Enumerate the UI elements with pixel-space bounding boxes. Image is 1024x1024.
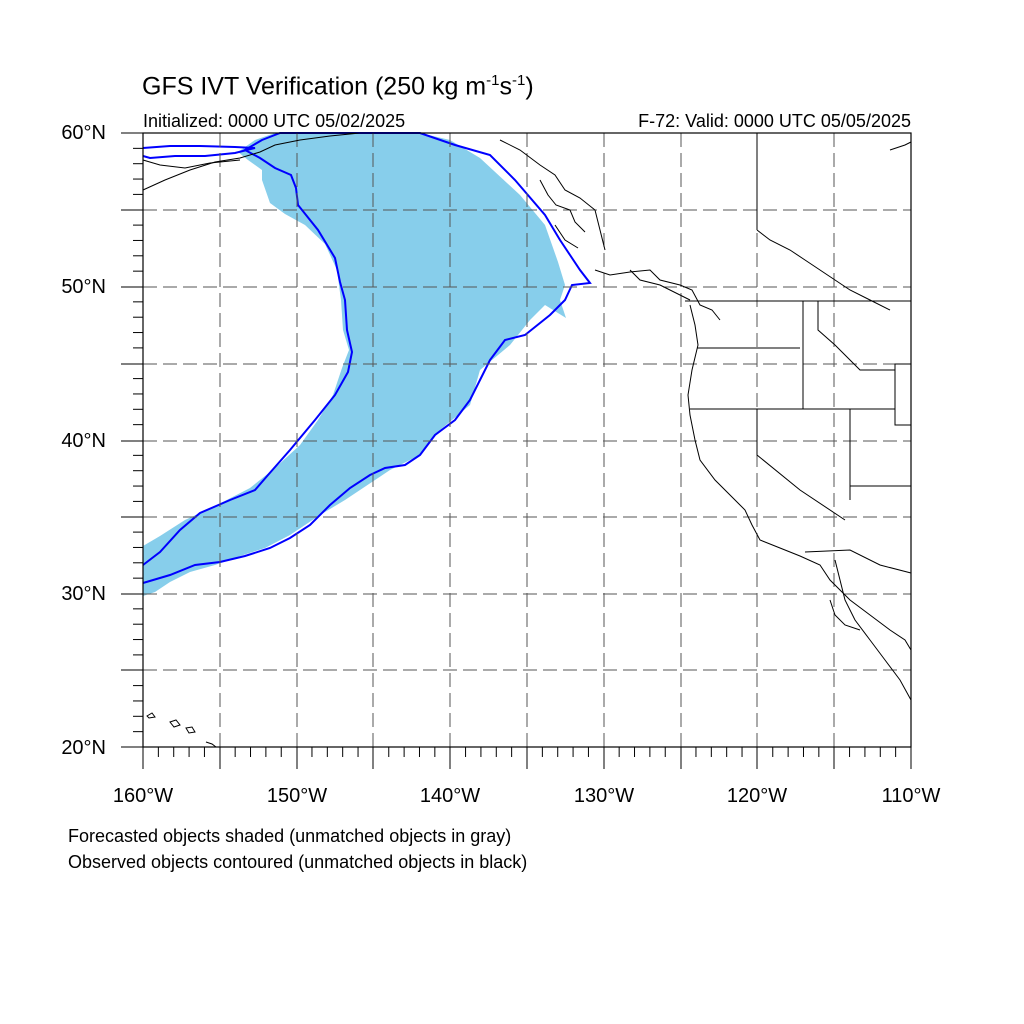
minor-ticks — [133, 147, 897, 757]
observed-object-contour-north — [142, 145, 256, 160]
observed-note: Observed objects contoured (unmatched ob… — [68, 852, 528, 872]
state-borders — [685, 133, 912, 574]
axis-ticks — [121, 132, 912, 769]
lat-label-20: 20°N — [61, 737, 106, 759]
lon-label-120w: 120°W — [726, 785, 788, 807]
lat-label-40: 40°N — [61, 430, 106, 452]
coastlines — [142, 132, 912, 701]
lon-label-160w: 160°W — [112, 785, 174, 807]
lat-label-30: 30°N — [61, 583, 106, 605]
valid-time-label: F-72: Valid: 0000 UTC 05/05/2025 — [638, 111, 911, 131]
lon-label-130w: 130°W — [573, 785, 635, 807]
initialized-label: Initialized: 0000 UTC 05/02/2025 — [143, 111, 406, 131]
lat-label-60: 60°N — [61, 122, 106, 144]
grid-lines — [143, 133, 911, 747]
lon-label-140w: 140°W — [419, 785, 481, 807]
lon-label-110w: 110°W — [881, 785, 941, 807]
lon-label-150w: 150°W — [266, 785, 328, 807]
chart-title: GFS IVT Verification (250 kg m-1s-1) — [142, 72, 534, 101]
observed-object-contour — [142, 132, 592, 584]
forecast-note: Forecasted objects shaded (unmatched obj… — [68, 826, 512, 846]
hawaii-islands — [146, 712, 217, 748]
lat-label-50: 50°N — [61, 276, 106, 298]
